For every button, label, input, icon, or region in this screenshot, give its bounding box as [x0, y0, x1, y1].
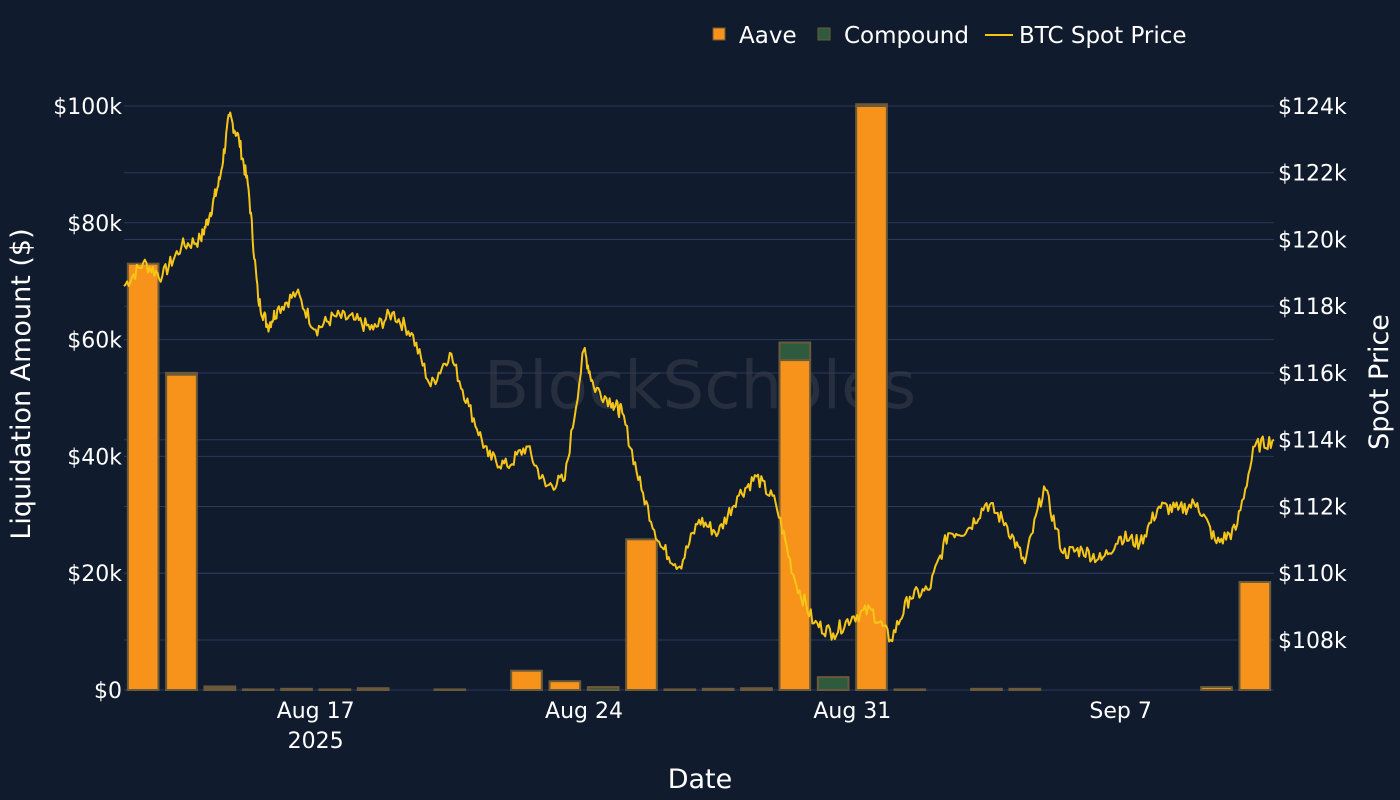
- y-tick-label: $100k: [53, 95, 122, 120]
- y2-tick-label: $120k: [1278, 228, 1347, 253]
- bar-compound: [701, 687, 735, 691]
- bar-aave: [510, 669, 543, 692]
- bar-aave: [548, 680, 582, 691]
- y2-tick-label: $110k: [1278, 562, 1347, 587]
- bar-compound: [203, 685, 237, 690]
- y2-tick-label: $116k: [1278, 362, 1347, 387]
- legend-swatch-compound: [817, 27, 831, 41]
- bar-compound: [855, 103, 888, 108]
- bar-compound: [663, 688, 697, 692]
- y-axis-title: Liquidation Amount ($): [6, 228, 37, 539]
- bar-compound: [318, 688, 352, 692]
- bar-compound: [165, 371, 198, 376]
- y2-axis-title: Spot Price: [1364, 314, 1395, 450]
- y2-tick-label: $124k: [1278, 95, 1347, 120]
- x-tick-label: Aug 17: [277, 699, 355, 724]
- y2-tick-label: $108k: [1278, 629, 1347, 654]
- x-tick-label: Aug 24: [545, 699, 623, 724]
- bar-aave: [126, 262, 160, 691]
- bar-aave: [1238, 580, 1272, 692]
- legend-label-btc: BTC Spot Price: [1019, 23, 1187, 49]
- legend-label-compound: Compound: [844, 23, 969, 49]
- x-tick-label: Aug 31: [813, 699, 891, 724]
- bar-compound: [778, 341, 812, 362]
- y2-tick-label: $122k: [1278, 162, 1347, 187]
- btc-spot-price-line: [123, 111, 1275, 643]
- bar-compound: [816, 676, 850, 691]
- bar-compound: [893, 688, 927, 692]
- y-tick-label: $0: [94, 679, 122, 704]
- bar-compound: [433, 688, 467, 692]
- x-tick-label: Sep 7: [1089, 699, 1151, 724]
- btc-line-layer: [123, 111, 1275, 643]
- bar-compound: [356, 687, 390, 691]
- y-tick-label: $20k: [67, 562, 122, 587]
- bar-aave: [625, 538, 658, 691]
- bars: [126, 103, 1272, 692]
- legend-label-aave: Aave: [739, 23, 797, 49]
- bar-aave: [1200, 686, 1233, 692]
- y2-tick-label: $118k: [1278, 295, 1347, 320]
- bar-aave: [855, 105, 888, 691]
- y-tick-label: $80k: [67, 212, 122, 237]
- bar-aave: [165, 373, 198, 691]
- bar-aave: [778, 359, 812, 691]
- y-axis-ticks: $0 $20k $40k $60k $80k $100k: [53, 95, 122, 704]
- bar-compound: [1008, 687, 1042, 691]
- legend: Aave Compound BTC Spot Price: [712, 23, 1187, 49]
- grid: [124, 105, 1274, 691]
- y2-tick-label: $114k: [1278, 429, 1347, 454]
- x-axis-title: Date: [668, 764, 733, 795]
- x-tick-sublabel: 2025: [288, 729, 344, 754]
- bar-compound: [241, 688, 275, 692]
- bar-compound: [740, 687, 773, 691]
- y-tick-label: $60k: [67, 329, 122, 354]
- y2-tick-label: $112k: [1278, 495, 1347, 520]
- x-axis-ticks: Aug 17 2025 Aug 24 Aug 31 Sep 7: [277, 699, 1152, 754]
- legend-swatch-aave: [712, 27, 726, 41]
- watermark-text: BlockScholes: [484, 347, 916, 424]
- bar-aave: [970, 687, 1003, 691]
- bar-compound: [280, 687, 313, 691]
- y2-axis-ticks: $108k $110k $112k $114k $116k $118k $120k $122k…: [1278, 95, 1347, 654]
- bar-compound: [586, 686, 620, 692]
- y-tick-label: $40k: [67, 445, 122, 470]
